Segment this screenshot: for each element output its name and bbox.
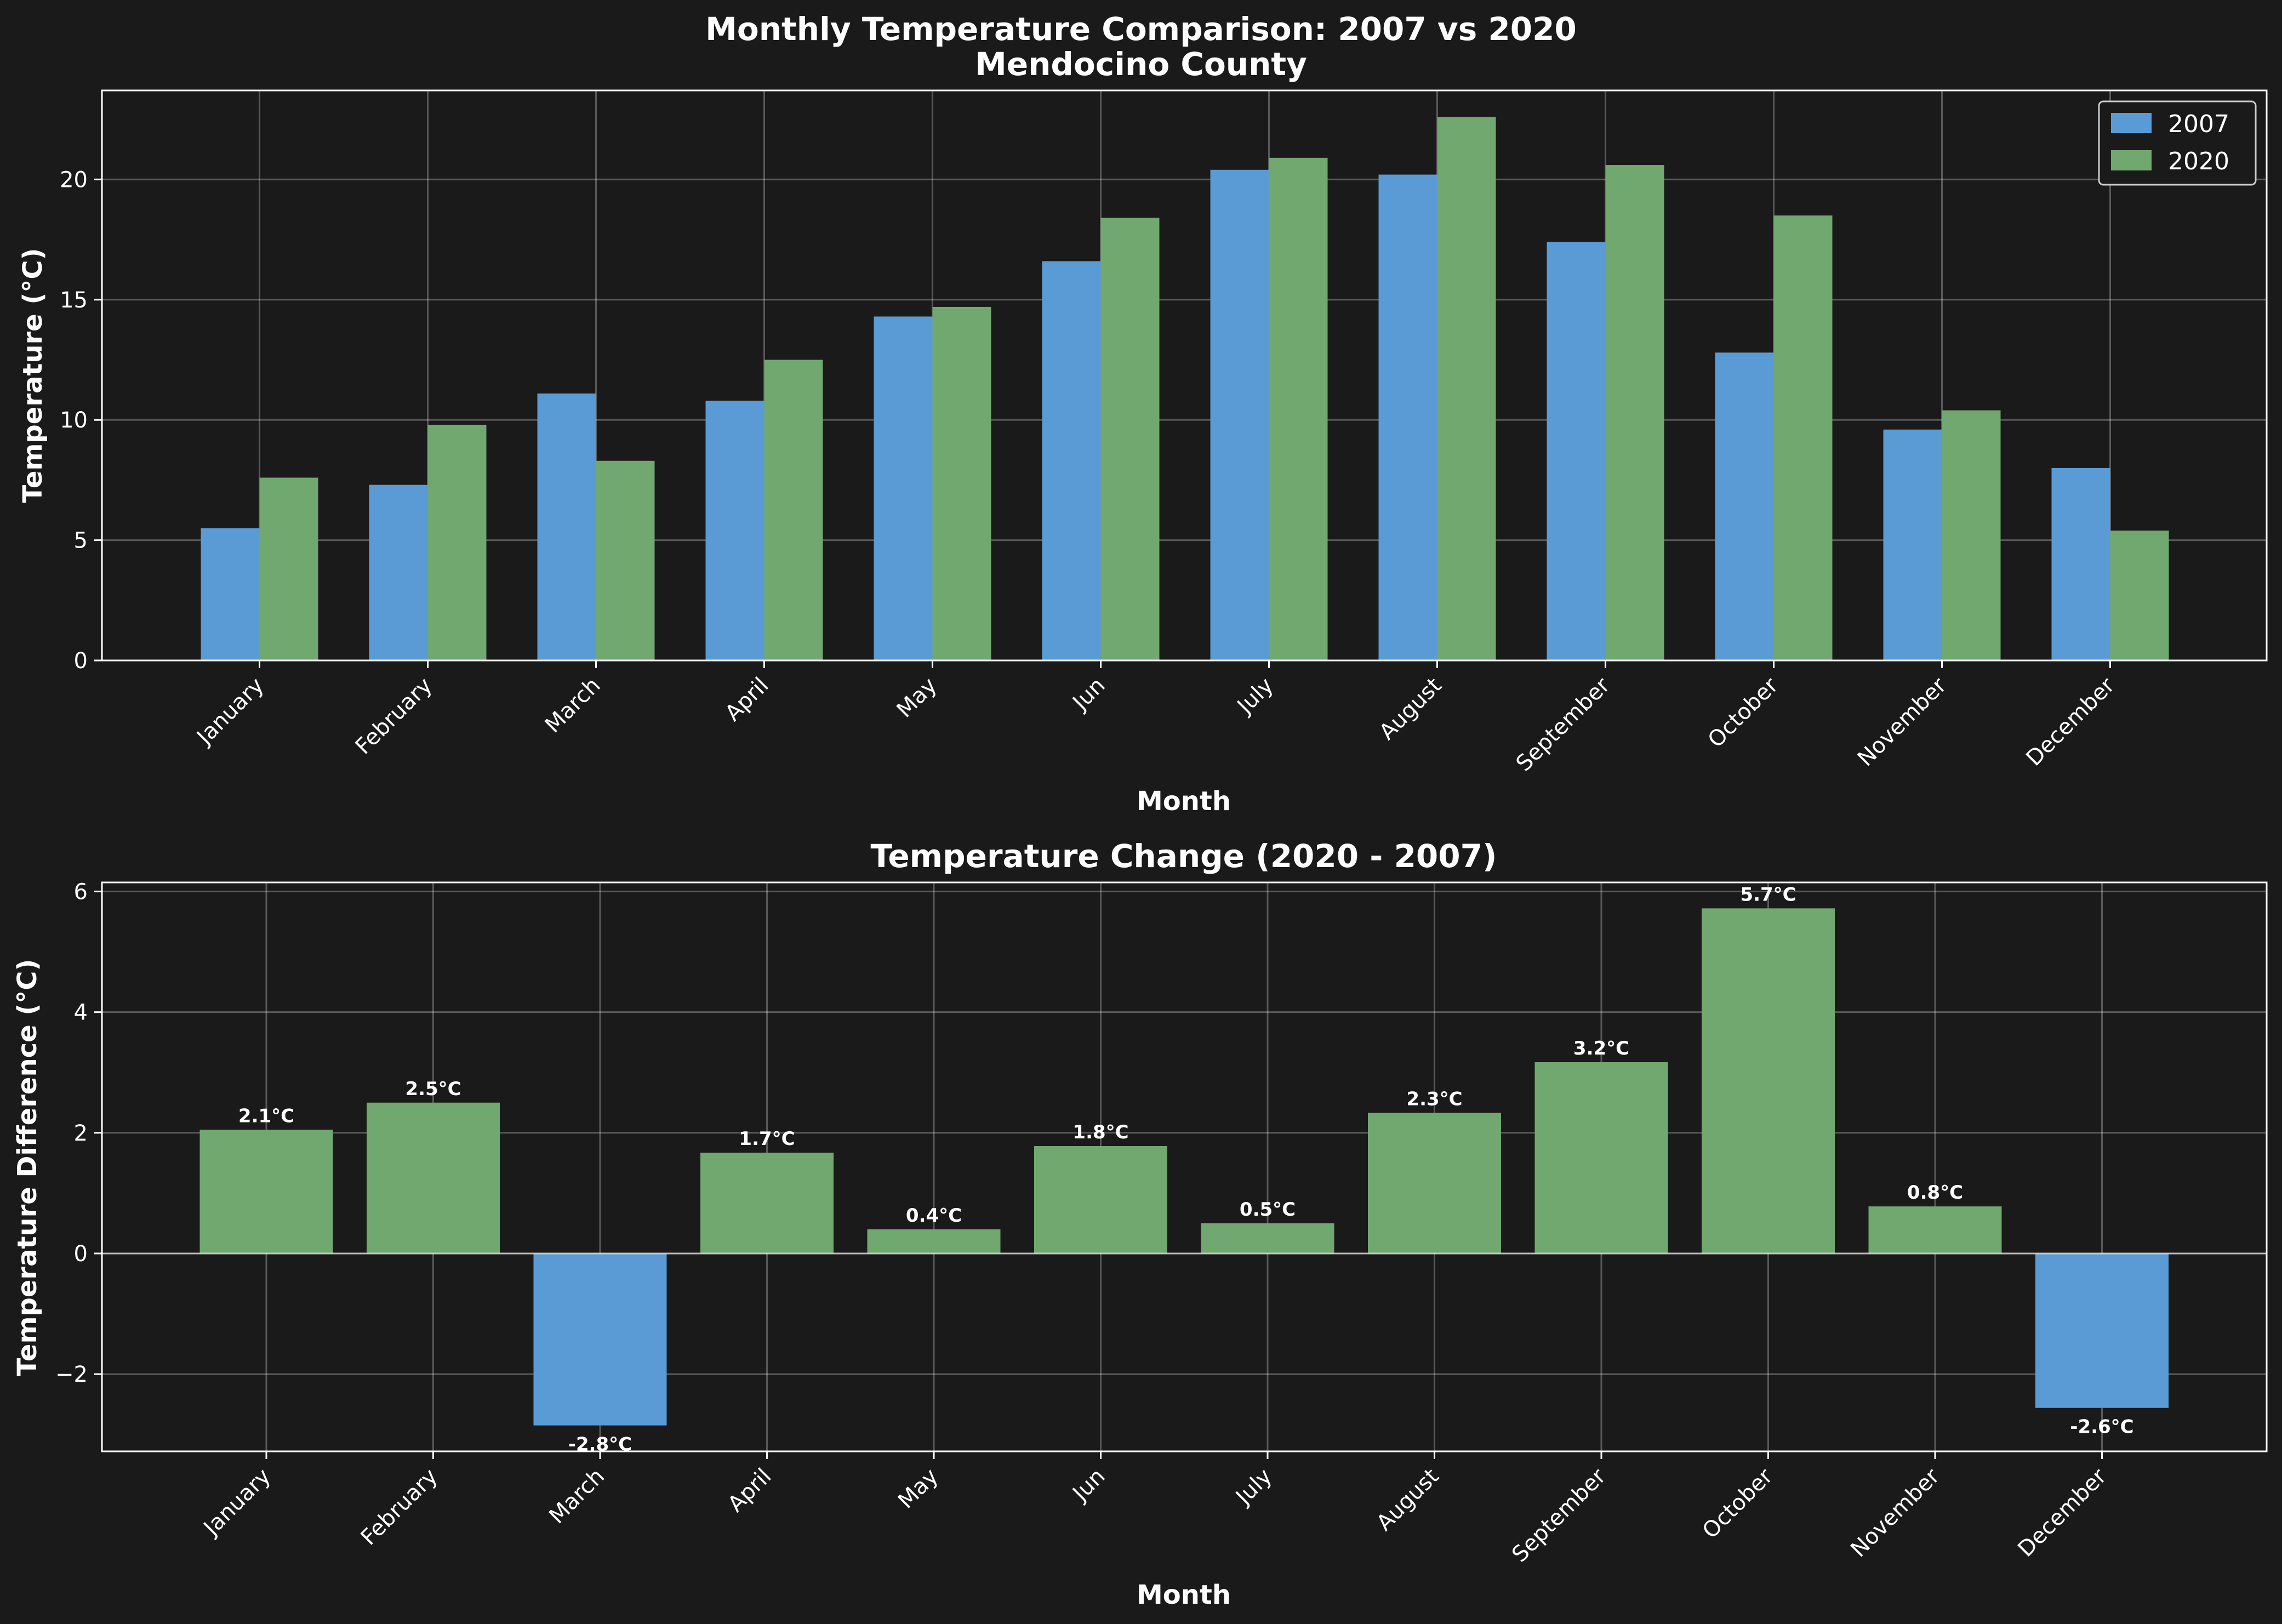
bottom-chart-title: Temperature Change (2020 - 2007) bbox=[870, 837, 1497, 875]
bottom-y-tick-label: 4 bbox=[74, 1000, 88, 1025]
diff-value-label-october: 5.7°C bbox=[1740, 884, 1796, 905]
bar-2007-august bbox=[1378, 174, 1437, 660]
bar-2007-may bbox=[874, 316, 933, 660]
bar-2007-november bbox=[1883, 429, 1942, 660]
top-y-tick-label: 0 bbox=[74, 648, 88, 674]
bar-2020-october bbox=[1773, 215, 1833, 660]
top-y-tick-label: 15 bbox=[60, 288, 88, 313]
bar-2007-july bbox=[1210, 169, 1269, 660]
top-y-ticks: 0 5 10 15 20 bbox=[60, 167, 102, 674]
top-chart-title: Monthly Temperature Comparison: 2007 vs … bbox=[705, 10, 1577, 48]
bottom-y-tick-label: 0 bbox=[74, 1241, 88, 1267]
top-y-axis-label: Temperature (°C) bbox=[18, 248, 48, 503]
bottom-y-ticks: −2 0 2 4 6 bbox=[55, 880, 102, 1387]
diff-bar-april bbox=[700, 1153, 834, 1253]
diff-value-label-july: 0.5°C bbox=[1240, 1199, 1296, 1221]
bar-2020-august bbox=[1437, 117, 1496, 661]
bar-2007-january bbox=[201, 528, 260, 660]
diff-bar-march bbox=[533, 1253, 667, 1426]
bar-2007-jun bbox=[1042, 261, 1101, 661]
bar-2020-january bbox=[259, 477, 318, 660]
bar-2020-may bbox=[932, 306, 991, 660]
diff-value-label-jun: 1.8°C bbox=[1072, 1121, 1128, 1143]
bar-2020-september bbox=[1605, 165, 1664, 660]
diff-bar-jun bbox=[1034, 1146, 1167, 1253]
top-plot-frame bbox=[101, 89, 2268, 662]
legend-swatch-2020 bbox=[2111, 150, 2152, 170]
diff-bar-may bbox=[867, 1229, 1001, 1253]
bar-2020-december bbox=[2110, 531, 2169, 660]
top-x-axis-label: Month bbox=[1137, 786, 1231, 817]
bar-2007-october bbox=[1715, 352, 1774, 660]
legend-swatch-2007 bbox=[2111, 113, 2152, 133]
bar-2020-jun bbox=[1100, 218, 1160, 660]
bar-2020-july bbox=[1269, 157, 1328, 660]
diff-bar-july bbox=[1201, 1223, 1334, 1253]
diff-bar-december bbox=[2035, 1253, 2169, 1408]
diff-bar-january bbox=[199, 1130, 333, 1253]
diff-value-label-april: 1.7°C bbox=[739, 1128, 795, 1150]
diff-value-label-may: 0.4°C bbox=[906, 1205, 962, 1227]
top-bars bbox=[201, 117, 2169, 661]
diff-value-label-september: 3.2°C bbox=[1573, 1038, 1629, 1059]
bar-2020-november bbox=[1942, 410, 2001, 660]
bar-2020-april bbox=[764, 360, 823, 660]
legend-label-2020: 2020 bbox=[2168, 147, 2229, 175]
diff-bar-november bbox=[1868, 1206, 2002, 1253]
diff-bar-september bbox=[1534, 1062, 1668, 1253]
diff-value-label-december: -2.6°C bbox=[2070, 1416, 2133, 1438]
legend-label-2007: 2007 bbox=[2168, 110, 2229, 138]
top-y-tick-label: 5 bbox=[74, 528, 88, 554]
top-y-tick-label: 20 bbox=[60, 167, 88, 192]
diff-value-label-november: 0.8°C bbox=[1907, 1182, 1963, 1204]
bottom-y-tick-label: −2 bbox=[55, 1362, 88, 1387]
diff-bar-august bbox=[1368, 1113, 1501, 1253]
bar-2020-march bbox=[596, 460, 655, 660]
bottom-x-axis-label: Month bbox=[1137, 1580, 1231, 1610]
legend: 2007 2020 bbox=[2098, 100, 2257, 186]
bottom-y-tick-label: 2 bbox=[74, 1121, 88, 1146]
diff-bar-february bbox=[367, 1102, 500, 1253]
bottom-value-labels: 2.1°C2.5°C-2.8°C1.7°C0.4°C1.8°C0.5°C2.3°… bbox=[238, 884, 2134, 1455]
bar-2007-september bbox=[1547, 242, 1606, 660]
bottom-y-tick-label: 6 bbox=[74, 880, 88, 905]
bar-2007-march bbox=[537, 393, 596, 660]
diff-bar-october bbox=[1702, 908, 1835, 1253]
top-chart-subtitle: Mendocino County bbox=[975, 45, 1307, 83]
diff-value-label-august: 2.3°C bbox=[1406, 1088, 1462, 1110]
bar-2020-february bbox=[427, 424, 487, 660]
diff-value-label-february: 2.5°C bbox=[405, 1078, 461, 1100]
bar-2007-december bbox=[2051, 468, 2110, 660]
bar-2007-april bbox=[705, 401, 765, 660]
bottom-bars bbox=[199, 908, 2169, 1426]
bottom-y-axis-label: Temperature Difference (°C) bbox=[12, 959, 43, 1376]
diff-value-label-january: 2.1°C bbox=[238, 1105, 294, 1127]
bar-2007-february bbox=[369, 485, 428, 660]
bottom-plot-frame bbox=[101, 881, 2268, 1452]
top-y-tick-label: 10 bbox=[60, 408, 88, 433]
